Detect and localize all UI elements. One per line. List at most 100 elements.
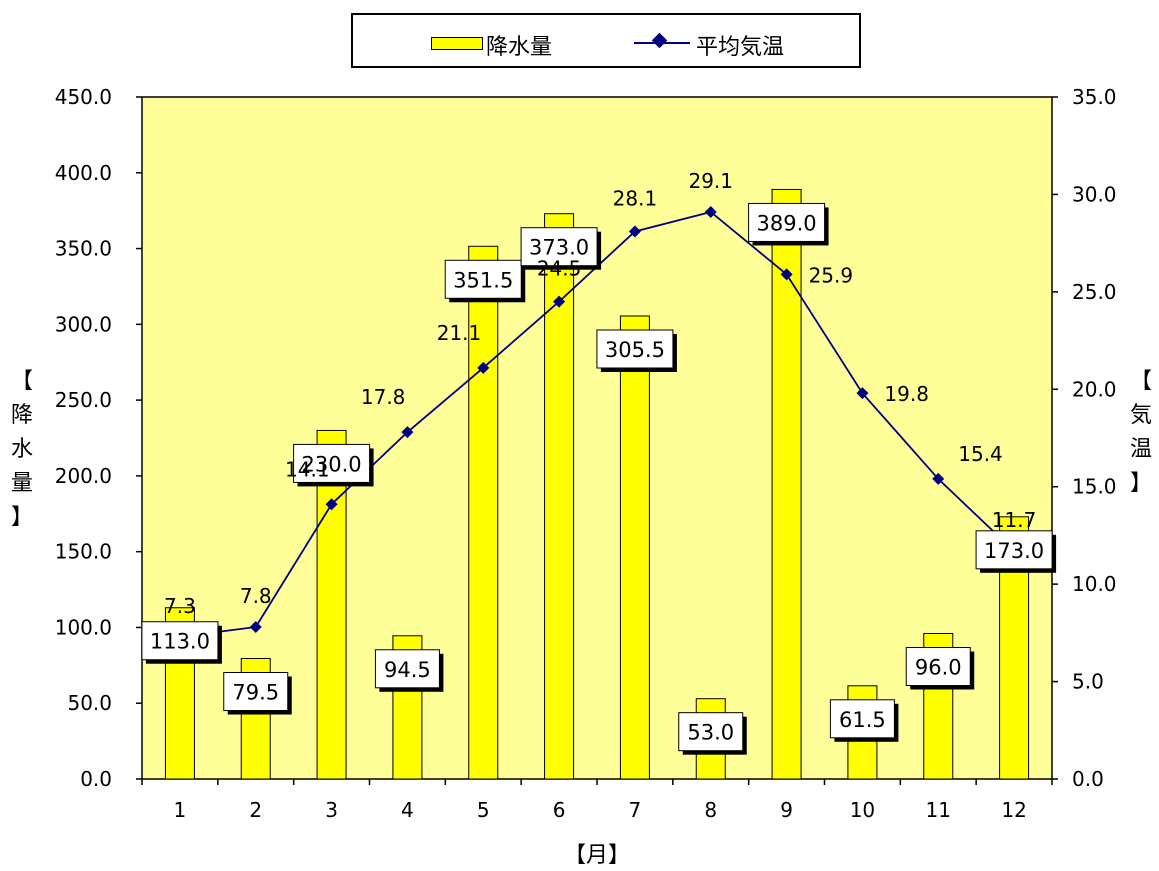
y-tick-label-right: 5.0 (1072, 670, 1104, 694)
y-tick-label-right: 15.0 (1072, 475, 1117, 499)
bar-label-box (293, 443, 371, 483)
line-data-label: 25.9 (809, 263, 854, 287)
y-axis-left: 0.0 50.0 100.0 150.0 200.0 250.0 300.0 350.0 400… (55, 85, 142, 791)
line-data-label: 17.8 (361, 385, 406, 409)
line-data-label: 28.1 (613, 186, 658, 210)
line-data-label: 21.1 (437, 321, 482, 345)
temperature-marker (401, 426, 414, 439)
bar-label-box (829, 699, 895, 739)
y-axis-title-right-char: 【 (1130, 369, 1152, 394)
y-tick-label-left: 350.0 (55, 237, 112, 261)
x-tick-label: 10 (850, 798, 875, 822)
bar-label-box (596, 329, 674, 369)
y-tick-label-left: 400.0 (55, 161, 112, 185)
x-tick-label: 6 (553, 798, 566, 822)
bar-data-label: 53.0 (687, 721, 734, 745)
bar-data-label: 79.5 (232, 681, 279, 705)
bar-data-label: 351.5 (453, 268, 513, 292)
bar-label-box (520, 227, 598, 267)
y-axis-title-right-char: 気 (1130, 403, 1152, 428)
bar-label-box (141, 621, 219, 661)
x-tick-label: 2 (249, 798, 262, 822)
bar-data-label: 113.0 (150, 630, 210, 654)
bar-data-label: 173.0 (984, 539, 1044, 563)
y-axis-title-right-char: 】 (1130, 471, 1152, 496)
legend-bar-swatch (431, 37, 483, 50)
bar-label-box (223, 672, 289, 712)
y-axis-title-left-char: 水 (11, 437, 33, 462)
y-axis-right: 0.0 5.0 10.0 15.0 20.0 25.0 30.0 35.0 (1052, 85, 1117, 791)
y-tick-label-left: 0.0 (80, 767, 112, 791)
x-tick-label: 3 (325, 798, 338, 822)
precipitation-bar (619, 315, 650, 780)
y-axis-title-left-char: 量 (11, 471, 33, 496)
x-axis: 1 2 3 4 5 6 7 8 9 10 11 12 (141, 779, 1053, 822)
bar-label-box (444, 259, 522, 299)
y-tick-label-left: 150.0 (55, 540, 112, 564)
y-axis-title-left-char: 降 (11, 403, 33, 428)
temperature-marker (477, 361, 490, 374)
y-tick-label-right: 35.0 (1072, 85, 1117, 109)
plot-area (141, 96, 1053, 780)
y-tick-label-right: 20.0 (1072, 377, 1117, 401)
bar-data-label: 305.5 (605, 338, 665, 362)
line-data-label: 24.5 (537, 257, 582, 281)
line-data-label: 11.7 (992, 508, 1037, 532)
temperature-marker (325, 498, 338, 511)
y-tick-label-left: 50.0 (67, 691, 112, 715)
line-data-labels: 7.3 7.8 14.1 17.8 21.1 24.5 28.1 29.1 25.9 19.8 15… (164, 169, 1036, 618)
y-tick-label-right: 10.0 (1072, 572, 1117, 596)
x-axis-title: 【月】 (564, 843, 630, 868)
temperature-marker (628, 225, 641, 238)
x-tick-label: 5 (477, 798, 490, 822)
line-data-label: 7.3 (164, 594, 196, 618)
y-tick-label-left: 300.0 (55, 312, 112, 336)
bar-data-label: 373.0 (529, 236, 589, 260)
x-tick-label: 4 (401, 798, 414, 822)
bar-data-label: 94.5 (384, 658, 431, 682)
bar-label-box (748, 202, 826, 242)
x-tick-label: 1 (174, 798, 187, 822)
bar-label-box (678, 712, 744, 752)
precipitation-bar (468, 245, 499, 780)
bar-label-box (975, 530, 1053, 570)
line-data-label: 19.8 (884, 382, 929, 406)
axis-titles: 【月】【降水量】【気温】 (11, 369, 1152, 868)
temperature-marker (249, 621, 262, 634)
legend-label-precipitation: 降水量 (486, 35, 553, 60)
y-tick-label-left: 450.0 (55, 85, 112, 109)
y-axis-title-right-char: 温 (1130, 437, 1152, 462)
precipitation-bar (544, 213, 575, 780)
temperature-marker (704, 205, 717, 218)
line-data-label: 29.1 (688, 169, 733, 193)
x-tick-label: 12 (1001, 798, 1026, 822)
legend-diamond-icon (651, 32, 668, 49)
y-axis-title-left-char: 】 (11, 505, 33, 530)
bar-data-label: 230.0 (302, 452, 362, 476)
line-data-label: 14.1 (285, 457, 330, 481)
legend: 降水量 平均気温 (351, 13, 861, 68)
y-tick-label-right: 25.0 (1072, 280, 1117, 304)
temperature-marker (780, 268, 793, 281)
line-data-label: 15.4 (958, 442, 1003, 466)
bar-data-label: 389.0 (757, 211, 817, 235)
x-tick-label: 9 (780, 798, 793, 822)
bar-label-box (905, 647, 971, 687)
precipitation-bar (316, 429, 347, 780)
bar-data-label: 61.5 (839, 708, 886, 732)
y-tick-label-left: 200.0 (55, 464, 112, 488)
y-tick-label-right: 0.0 (1072, 767, 1104, 791)
y-tick-label-right: 30.0 (1072, 182, 1117, 206)
temperature-marker (856, 387, 869, 400)
y-tick-label-left: 250.0 (55, 388, 112, 412)
y-tick-label-left: 100.0 (55, 615, 112, 639)
legend-label-temperature: 平均気温 (696, 35, 785, 60)
bar-data-label: 96.0 (915, 656, 962, 680)
temperature-marker (932, 472, 945, 485)
bar-label-box (374, 649, 440, 689)
x-tick-label: 11 (926, 798, 951, 822)
x-tick-label: 8 (704, 798, 717, 822)
line-data-label: 7.8 (240, 584, 272, 608)
y-axis-title-left-char: 【 (11, 369, 33, 394)
